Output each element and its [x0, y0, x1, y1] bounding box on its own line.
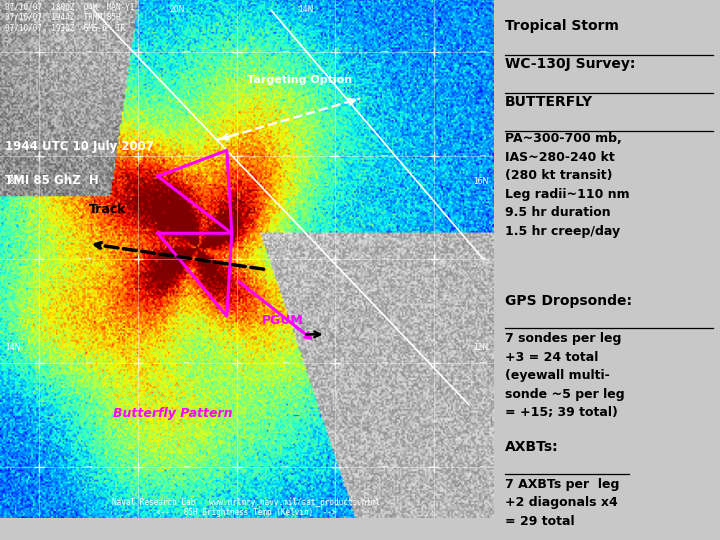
Text: −: −	[184, 151, 192, 160]
Text: GPS Dropsonde:: GPS Dropsonde:	[505, 294, 631, 308]
Text: −: −	[282, 47, 290, 57]
Text: −: −	[480, 47, 487, 57]
Text: −: −	[282, 254, 290, 264]
Text: AXBTs:: AXBTs:	[505, 440, 558, 454]
Text: 07/10/07  1800Z  04W  MAN-YI
07/10/07  1944Z  TRMM 85H
07/10/07  1930Z  GMS-6  I: 07/10/07 1800Z 04W MAN-YI 07/10/07 1944Z…	[5, 3, 135, 32]
Text: −: −	[381, 151, 389, 160]
Text: Track: Track	[89, 202, 126, 215]
Text: 7 AXBTs per  leg
+2 diagonals x4
= 29 total: 7 AXBTs per leg +2 diagonals x4 = 29 tot…	[505, 478, 619, 528]
Text: −: −	[381, 254, 389, 264]
Text: Targeting Option: Targeting Option	[246, 75, 352, 85]
Text: −: −	[85, 358, 93, 368]
Text: −: −	[480, 254, 487, 264]
Text: –: –	[292, 410, 300, 424]
Text: TMI 85 GhZ  H: TMI 85 GhZ H	[5, 174, 99, 187]
Text: 7 sondes per leg
+3 = 24 total
(eyewall multi-
sonde ~5 per leg
= +15; 39 total): 7 sondes per leg +3 = 24 total (eyewall …	[505, 332, 624, 419]
Text: Butterfly Pattern: Butterfly Pattern	[113, 407, 233, 420]
Text: 14N: 14N	[5, 343, 20, 352]
Text: 16N: 16N	[473, 177, 488, 186]
Text: BUTTERFLY: BUTTERFLY	[505, 94, 593, 109]
Text: Tropical Storm: Tropical Storm	[505, 19, 618, 33]
Text: −: −	[85, 254, 93, 264]
Text: −: −	[85, 462, 93, 471]
Text: −: −	[282, 151, 290, 160]
Text: −: −	[381, 358, 389, 368]
Text: −: −	[381, 462, 389, 471]
Text: −: −	[480, 358, 487, 368]
Text: WC-130J Survey:: WC-130J Survey:	[505, 57, 635, 71]
Text: −: −	[480, 462, 487, 471]
Text: −: −	[184, 254, 192, 264]
Text: −: −	[381, 47, 389, 57]
Text: 18N: 18N	[5, 177, 20, 186]
Text: 14N: 14N	[298, 5, 313, 14]
Text: −: −	[480, 151, 487, 160]
Text: −: −	[282, 462, 290, 471]
Text: −: −	[85, 151, 93, 160]
Text: Naval Research Lab   www.nrlmry.navy.mil/sat_products.html
<--   85H Brightness : Naval Research Lab www.nrlmry.navy.mil/s…	[112, 498, 381, 517]
Text: 1944 UTC 10 July 2007: 1944 UTC 10 July 2007	[5, 140, 154, 153]
Text: –: –	[46, 410, 53, 424]
Text: PA~300-700 mb,
IAS~280-240 kt
(280 kt transit)
Leg radii~110 nm
9.5 hr duration
: PA~300-700 mb, IAS~280-240 kt (280 kt tr…	[505, 132, 629, 238]
Text: 12N: 12N	[473, 343, 488, 352]
Text: 20N: 20N	[170, 5, 185, 14]
Text: −: −	[184, 358, 192, 368]
Text: −: −	[85, 47, 93, 57]
Text: −: −	[282, 358, 290, 368]
Text: PGUM: PGUM	[261, 314, 303, 327]
Text: −: −	[184, 462, 192, 471]
Text: −: −	[184, 47, 192, 57]
